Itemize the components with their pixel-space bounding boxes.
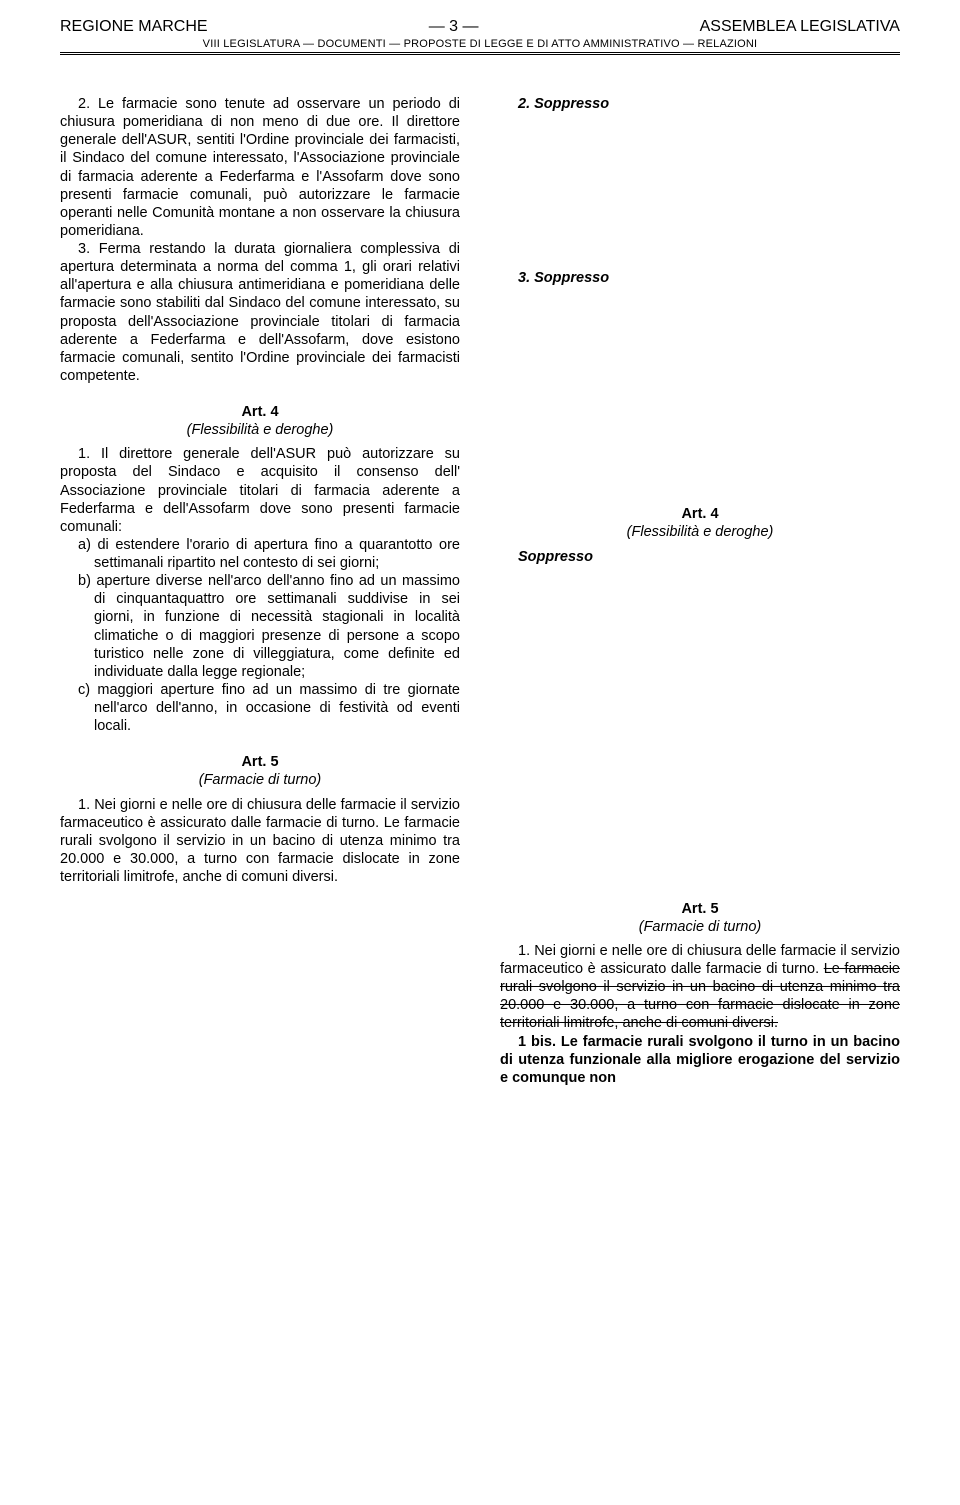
spacer: [500, 287, 900, 487]
header-rule-bottom: [60, 54, 900, 55]
left-art5-p1: 1. Nei giorni e nelle ore di chiusura de…: [60, 796, 460, 887]
left-art4-item-c: c) maggiori aperture fino ad un massimo …: [60, 681, 460, 735]
left-art5-subtitle: (Farmacie di turno): [60, 771, 460, 789]
page-header: REGIONE MARCHE — 3 — ASSEMBLEA LEGISLATI…: [60, 18, 900, 36]
left-comma-2: 2. Le farmacie sono tenute ad osservare …: [60, 95, 460, 240]
left-comma-3: 3. Ferma restando la durata giornaliera …: [60, 240, 460, 385]
left-art4-subtitle: (Flessibilità e deroghe): [60, 421, 460, 439]
left-art4-item-a: a) di estendere l'orario di apertura fin…: [60, 536, 460, 572]
left-art4-intro: 1. Il direttore generale dell'ASUR può a…: [60, 445, 460, 536]
left-art5-title: Art. 5: [60, 753, 460, 771]
right-art5-subtitle: (Farmacie di turno): [500, 918, 900, 936]
spacer: [500, 566, 900, 882]
page: REGIONE MARCHE — 3 — ASSEMBLEA LEGISLATI…: [0, 0, 960, 1117]
left-column: 2. Le farmacie sono tenute ad osservare …: [60, 95, 460, 1087]
header-right: ASSEMBLEA LEGISLATIVA: [700, 18, 900, 36]
right-art5-title: Art. 5: [500, 900, 900, 918]
right-comma-2-soppresso: 2. Soppresso: [500, 95, 900, 113]
right-art4-subtitle: (Flessibilità e deroghe): [500, 523, 900, 541]
spacer: [500, 113, 900, 269]
right-art4-soppresso: Soppresso: [500, 548, 900, 566]
header-rule-top: [60, 52, 900, 53]
two-column-body: 2. Le farmacie sono tenute ad osservare …: [60, 95, 900, 1087]
right-art5-p1: 1. Nei giorni e nelle ore di chiusura de…: [500, 942, 900, 1033]
header-page-number: — 3 —: [429, 18, 479, 36]
header-subtitle: VIII LEGISLATURA — DOCUMENTI — PROPOSTE …: [60, 38, 900, 50]
left-art4-item-b: b) aperture diverse nell'arco dell'anno …: [60, 572, 460, 681]
right-art5-p1bis: 1 bis. Le farmacie rurali svolgono il tu…: [500, 1033, 900, 1087]
right-column: 2. Soppresso 3. Soppresso Art. 4 (Flessi…: [500, 95, 900, 1087]
header-left: REGIONE MARCHE: [60, 18, 208, 36]
right-art4-title: Art. 4: [500, 505, 900, 523]
right-comma-3-soppresso: 3. Soppresso: [500, 269, 900, 287]
left-art4-title: Art. 4: [60, 403, 460, 421]
